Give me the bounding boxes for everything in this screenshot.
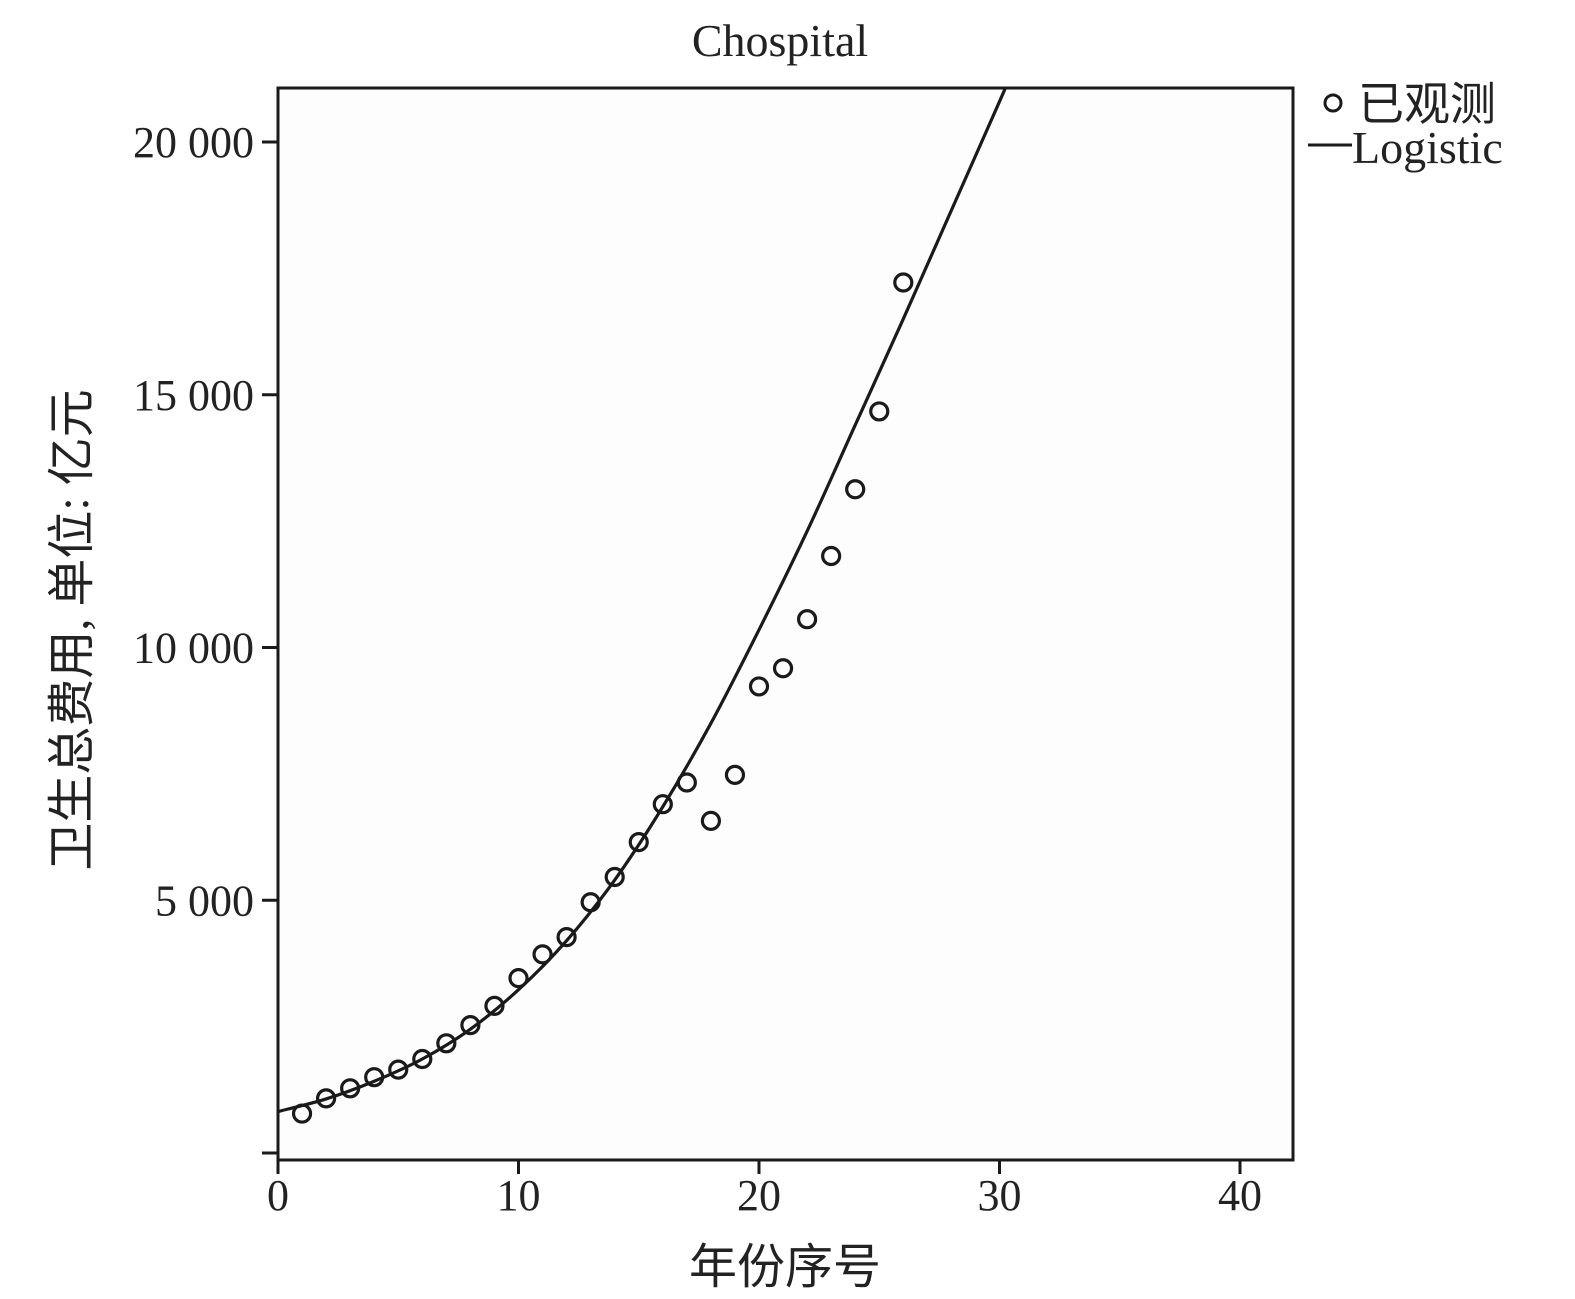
y-axis-label: 卫生总费用, 单位: 亿元: [46, 389, 99, 870]
y-tick-label: 10 000: [133, 624, 254, 673]
observed-point: [604, 866, 625, 888]
x-tick-label: 30: [978, 1171, 1022, 1220]
observed-point: [748, 676, 770, 697]
observed-point: [388, 1059, 409, 1080]
x-axis: 0 10 20 30 40: [267, 1160, 1262, 1220]
y-tick-label: 5 000: [155, 876, 254, 925]
x-tick-label: 20: [737, 1171, 781, 1220]
observed-point: [869, 401, 890, 422]
observed-point: [291, 1103, 313, 1124]
plot-area: [276, 86, 1295, 1162]
observed-point: [845, 479, 866, 500]
y-axis: 5 000 10 000 15 000 20 000: [133, 118, 278, 1155]
logistic-fit-line: [278, 88, 1008, 1114]
chart-title: Chospital: [692, 15, 868, 66]
x-tick-label: 0: [267, 1171, 289, 1220]
observed-point: [484, 995, 505, 1016]
observed-point: [532, 944, 553, 965]
legend: 已观测 Logistic: [1308, 79, 1503, 173]
observed-point: [460, 1015, 481, 1036]
y-tick-label: 20 000: [133, 118, 254, 167]
observed-point: [700, 810, 722, 831]
observed-point: [652, 794, 673, 815]
observed-point: [772, 658, 794, 679]
observed-point: [893, 272, 914, 293]
x-tick-label: 10: [497, 1171, 541, 1220]
observed-point: [340, 1078, 361, 1099]
legend-label-logistic: Logistic: [1352, 122, 1503, 173]
observed-point: [556, 927, 577, 948]
x-axis-label: 年份序号: [689, 1241, 881, 1294]
observed-point: [724, 764, 746, 785]
observed-point: [580, 892, 601, 913]
series-layer: [278, 88, 1008, 1124]
observed-point: [316, 1088, 337, 1109]
observed-point: [628, 832, 649, 853]
legend-label-observed: 已观测: [1358, 79, 1496, 130]
observed-point: [412, 1048, 433, 1070]
observed-point: [508, 967, 529, 989]
y-tick-label: 15 000: [133, 371, 254, 420]
observed-point: [364, 1067, 385, 1088]
observed-point: [821, 545, 842, 567]
x-tick-label: 40: [1218, 1171, 1262, 1220]
observed-point: [796, 609, 818, 630]
legend-marker-observed: [1323, 93, 1343, 113]
observed-point: [436, 1033, 457, 1054]
observed-point: [676, 772, 697, 793]
